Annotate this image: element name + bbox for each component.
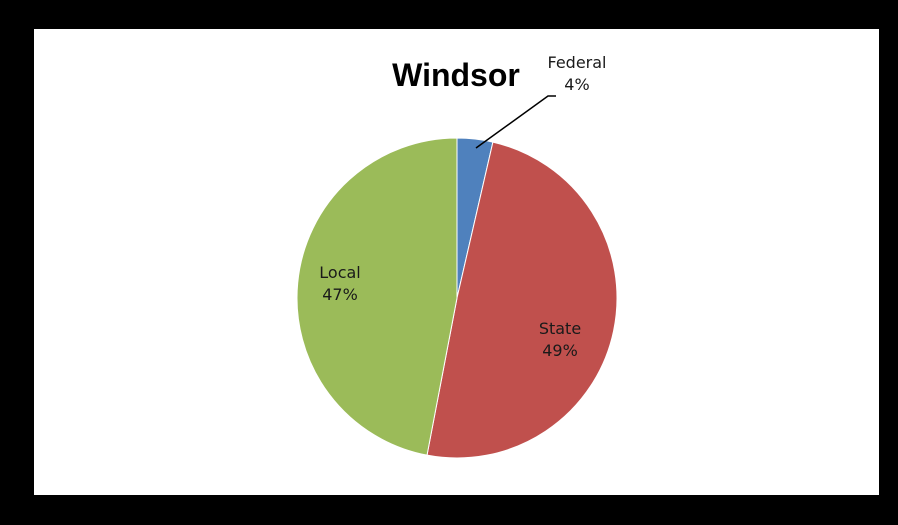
slice-labels: Federal 4% State 49% Local 47% [319, 53, 606, 360]
slice-percent-federal: 4% [564, 75, 589, 94]
slice-percent-local: 47% [322, 285, 358, 304]
pie-slices [296, 137, 618, 459]
slice-label-local: Local [319, 263, 360, 282]
pie-slice-state [426, 141, 618, 459]
pie-slice-local [296, 137, 458, 456]
leader-line-federal [475, 95, 556, 149]
slice-label-state: State [539, 319, 581, 338]
chart-title: Windsor [392, 57, 520, 93]
slice-percent-state: 49% [542, 341, 578, 360]
slice-label-federal: Federal [548, 53, 607, 72]
